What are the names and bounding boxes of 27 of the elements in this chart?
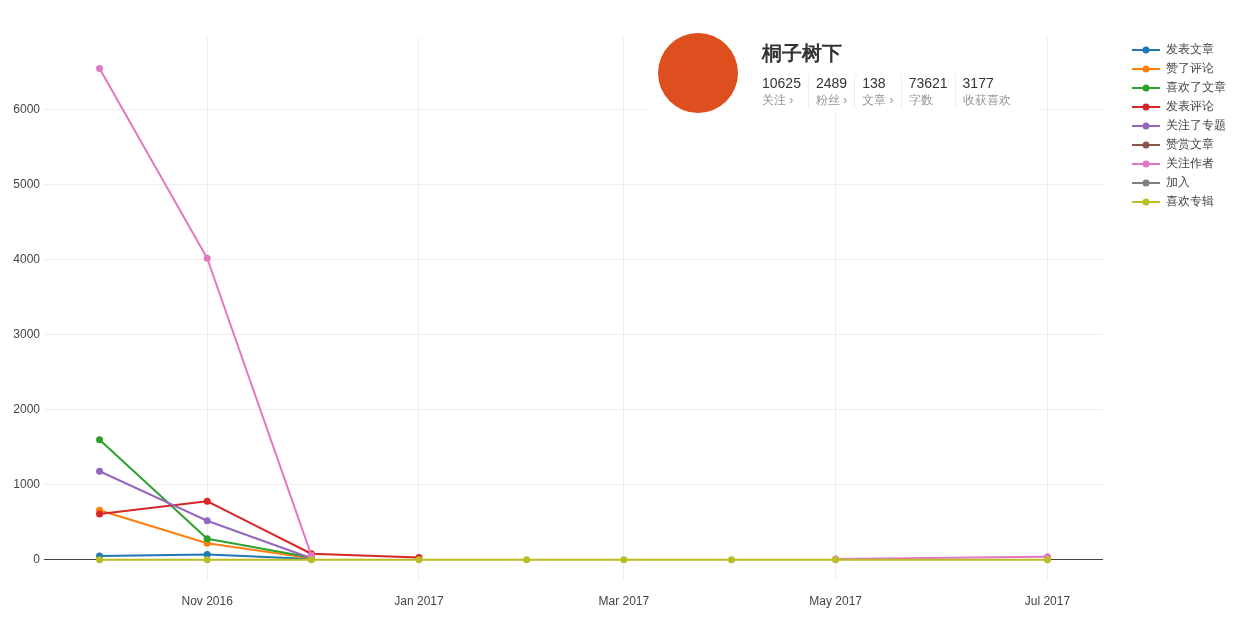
legend-label: 关注了专题 (1166, 118, 1226, 133)
x-tick-label: May 2017 (809, 593, 863, 608)
x-tick-label: Jan 2017 (394, 593, 444, 608)
y-tick-label: 2000 (13, 402, 41, 417)
legend-label: 关注作者 (1166, 156, 1214, 171)
legend-label: 发表评论 (1166, 99, 1214, 114)
chart-title: 桐子树下 (762, 41, 842, 65)
x-tick-label: Nov 2016 (181, 593, 234, 608)
legend-label: 发表文章 (1166, 42, 1214, 57)
annotation: 138 文章 › (862, 74, 894, 108)
legend-label: 喜欢了文章 (1166, 80, 1226, 95)
annotation: 3177 收获喜欢 (962, 74, 1011, 108)
annotation: 10625 关注 › (762, 74, 801, 108)
y-tick-label: 5000 (13, 177, 41, 192)
legend-label: 加入 (1166, 175, 1190, 190)
legend-label: 喜欢专辑 (1166, 194, 1214, 209)
annotation: 2489 粉丝 › (815, 74, 848, 108)
y-tick-label: 4000 (13, 252, 41, 267)
y-tick-label: 1000 (13, 477, 41, 492)
y-tick-label: 6000 (13, 102, 41, 117)
annotation: 73621 字数 (908, 74, 948, 108)
legend-label: 赞了评论 (1166, 61, 1214, 76)
x-tick-label: Jul 2017 (1024, 593, 1071, 608)
y-tick-label: 3000 (13, 327, 41, 342)
legend-label: 赞赏文章 (1166, 137, 1214, 152)
y-tick-label: 0 (33, 552, 41, 567)
x-tick-label: Mar 2017 (598, 593, 650, 608)
